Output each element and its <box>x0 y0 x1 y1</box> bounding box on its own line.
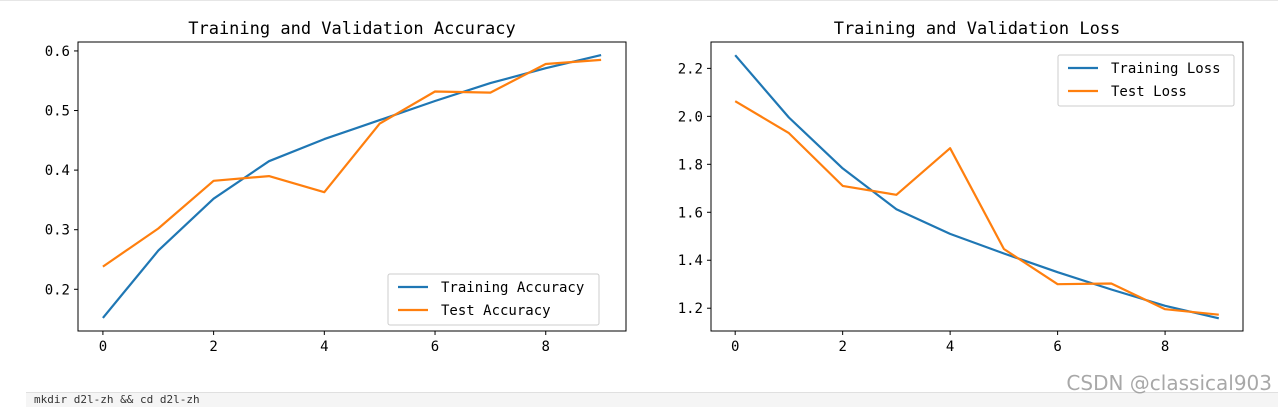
cell-divider <box>0 0 1278 1</box>
plot-frame <box>710 41 1244 332</box>
code-cell-text: mkdir d2l-zh && cd d2l-zh <box>34 393 200 406</box>
y-tick-label: 0.6 <box>45 44 70 60</box>
x-tick-label: 4 <box>946 339 954 355</box>
watermark: CSDN @classical903 <box>1066 371 1272 395</box>
x-tick-label: 6 <box>431 339 439 355</box>
legend-label-0: Training Accuracy <box>441 280 584 296</box>
legend-frame <box>387 273 600 326</box>
y-tick-label: 1.8 <box>678 157 703 173</box>
chart-legend: Training Accuracy Test Accuracy <box>387 273 600 326</box>
x-tick-label: 0 <box>731 339 739 355</box>
series-line-0 <box>734 54 1220 320</box>
legend-label-1: Test Accuracy <box>441 303 551 319</box>
y-tick-label: 0.2 <box>45 282 70 298</box>
y-tick-label: 0.3 <box>45 223 70 239</box>
series-line-0 <box>102 54 602 319</box>
y-tick-label: 1.2 <box>678 301 703 317</box>
legend-label-1: Test Loss <box>1111 84 1187 100</box>
y-tick-label: 0.4 <box>45 163 70 179</box>
loss-chart: Training and Validation Loss 0 2 4 6 8 1.2 1.4 1… <box>678 19 1244 355</box>
x-tick-label: 2 <box>838 339 846 355</box>
y-tick-label: 1.6 <box>678 205 703 221</box>
chart-title: Training and Validation Loss <box>834 19 1121 39</box>
series-line-1 <box>102 58 602 268</box>
x-tick-label: 8 <box>542 339 550 355</box>
y-tick-label: 1.4 <box>678 253 703 269</box>
y-tick-label: 0.5 <box>45 104 70 120</box>
y-tick-label: 2.0 <box>678 109 703 125</box>
chart-title: Training and Validation Accuracy <box>188 19 516 39</box>
x-tick-label: 6 <box>1053 339 1061 355</box>
code-cell-gutter <box>0 392 24 406</box>
plot-frame <box>77 41 627 332</box>
x-tick-label: 2 <box>209 339 217 355</box>
x-tick-label: 0 <box>99 339 107 355</box>
legend-label-0: Training Loss <box>1111 61 1221 77</box>
series-line-1 <box>734 100 1219 316</box>
chart-legend: Training Loss Test Loss <box>1057 54 1235 107</box>
code-cell[interactable]: mkdir d2l-zh && cd d2l-zh <box>26 392 1278 407</box>
x-tick-label: 8 <box>1161 339 1169 355</box>
accuracy-chart: Training and Validation Accuracy 0 2 4 6 8 0.2… <box>45 19 627 355</box>
x-tick-label: 4 <box>320 339 328 355</box>
legend-frame <box>1057 54 1235 107</box>
y-tick-label: 2.2 <box>678 61 703 77</box>
